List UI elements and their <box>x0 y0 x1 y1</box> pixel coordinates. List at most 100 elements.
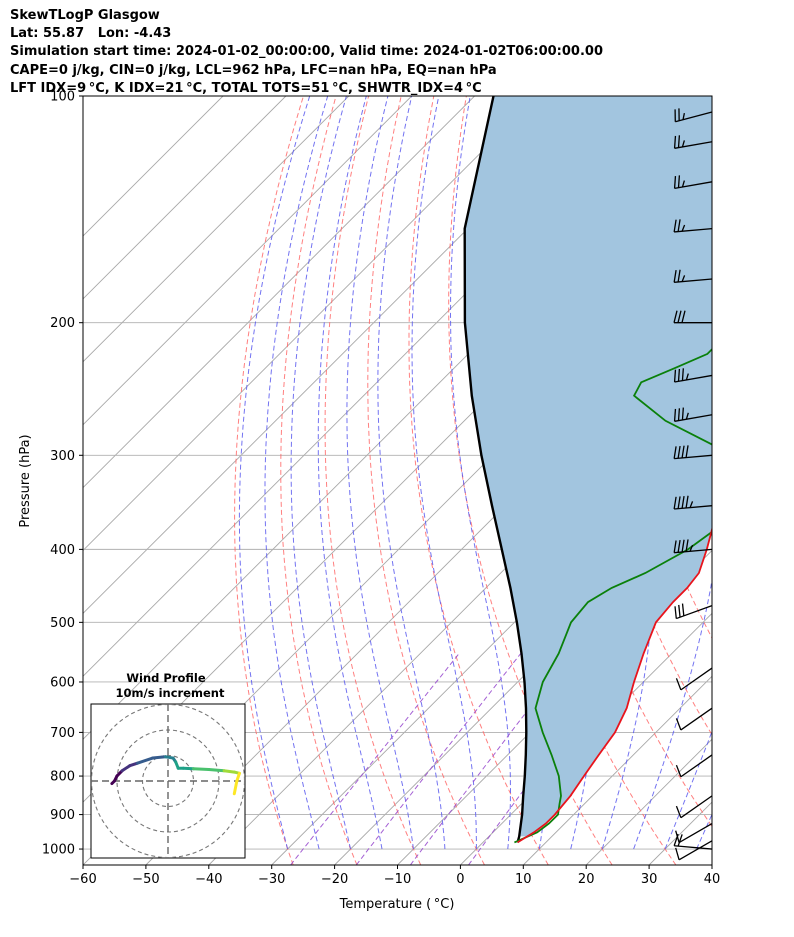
x-tick-label: 20 <box>578 872 595 887</box>
x-axis-label: Temperature ( °C) <box>339 897 455 912</box>
y-tick-label: 100 <box>50 90 75 105</box>
dry-adiabat <box>408 96 549 865</box>
wind-barb <box>673 310 712 324</box>
moist-adiabat <box>238 96 311 850</box>
index-line: LFT IDX=9 °C, K IDX=21 °C, TOTAL TOTS=51… <box>10 80 482 96</box>
wind-barbs <box>673 108 713 861</box>
hodograph-inset: Wind Profile 10m/s increment <box>90 671 246 859</box>
dry-adiabat <box>324 96 422 865</box>
hodograph-segment <box>135 756 155 765</box>
wind-barb <box>675 707 713 731</box>
x-tick-label: −30 <box>258 872 285 887</box>
y-tick-label: 800 <box>50 770 75 785</box>
y-axis-label: Pressure (hPa) <box>18 434 33 527</box>
moist-adiabat <box>346 96 414 850</box>
moist-adiabat <box>633 96 712 850</box>
chart-title: SkewTLogP Glasgow <box>10 8 160 23</box>
dry-adiabat <box>760 96 794 865</box>
wind-barb <box>674 108 713 123</box>
x-tick-label: 30 <box>641 872 658 887</box>
moist-adiabat <box>290 96 352 850</box>
wind-barb <box>673 135 713 149</box>
dry-adiabat <box>727 96 794 865</box>
cape-line: CAPE=0 j/kg, CIN=0 j/kg, LCL=962 hPa, LF… <box>10 62 497 78</box>
wind-barb <box>674 603 713 620</box>
temperature-profile-line <box>517 526 712 844</box>
moist-adiabats <box>238 96 794 850</box>
dry-adiabat <box>234 96 304 865</box>
moist-adiabat <box>411 96 477 849</box>
y-tick-label: 400 <box>50 543 75 558</box>
isotherm-line <box>83 96 350 363</box>
y-tick-label: 700 <box>50 726 75 741</box>
parcel-profile-line <box>463 96 528 843</box>
y-tick-label: 200 <box>50 316 75 331</box>
wind-barb <box>673 368 713 383</box>
isotherm-line <box>83 96 287 300</box>
sounding-profiles <box>463 96 712 844</box>
wind-barb <box>675 667 713 691</box>
moist-adiabat <box>449 96 511 850</box>
hodograph-segment <box>192 767 211 772</box>
moist-adiabat <box>664 730 712 850</box>
hodograph-segment <box>232 779 239 796</box>
isotherm-line <box>83 96 475 489</box>
moist-adiabat <box>377 96 446 850</box>
y-tick-label: 900 <box>50 808 75 823</box>
y-tick-label: 600 <box>50 675 75 690</box>
x-tick-label: 40 <box>704 872 721 887</box>
isotherm-line <box>83 96 224 237</box>
isotherm-line <box>522 675 712 865</box>
hodograph-title: Wind Profile <box>126 671 206 685</box>
hodograph-segment <box>207 768 226 773</box>
y-tick-label: 500 <box>50 616 75 631</box>
hodograph-subtitle: 10m/s increment <box>116 686 225 700</box>
hodograph-segment <box>151 755 167 760</box>
x-tick-label: −20 <box>321 872 348 887</box>
wind-barb <box>673 539 713 554</box>
x-tick-labels: −60 −50 −40 −30 −20 −10 0 10 20 30 40 <box>69 865 720 887</box>
location-line: Lat: 55.87 Lon: -4.43 <box>10 26 172 42</box>
isotherm-line <box>334 486 712 865</box>
wind-barb <box>675 840 713 861</box>
moist-adiabat <box>317 96 383 850</box>
wind-barb <box>675 822 713 844</box>
cin-area <box>464 96 712 837</box>
isotherm-line <box>83 96 538 552</box>
x-tick-label: 10 <box>515 872 532 887</box>
hodograph-plot <box>91 704 245 858</box>
dry-adiabat <box>367 96 485 865</box>
hodograph-segment <box>120 764 132 773</box>
y-tick-label: 1000 <box>42 843 75 858</box>
y-tick-labels: 100 200 300 400 500 600 700 800 900 1000 <box>42 90 83 858</box>
wind-barb <box>673 495 713 510</box>
wind-barb <box>675 795 713 819</box>
moist-adiabat <box>264 96 329 850</box>
wind-barb <box>673 445 713 460</box>
isotherm-line <box>711 864 712 865</box>
x-tick-label: −50 <box>132 872 159 887</box>
cin-shading <box>464 96 712 837</box>
dewpoint-profile-line <box>514 347 712 844</box>
mixing-ratio-line <box>355 653 522 865</box>
mixing-ratio-line <box>290 653 460 865</box>
chart-header: SkewTLogP Glasgow Lat: 55.87 Lon: -4.43 … <box>10 7 603 98</box>
y-tick-label: 300 <box>50 449 75 464</box>
x-tick-label: −40 <box>195 872 222 887</box>
wind-barb <box>673 407 713 422</box>
isotherm-line <box>83 96 413 426</box>
mixing-ratio-line <box>409 653 572 865</box>
wind-barb <box>673 269 713 283</box>
time-line: Simulation start time: 2024-01-02_00:00:… <box>10 44 603 60</box>
x-tick-label: −10 <box>384 872 411 887</box>
x-tick-label: −60 <box>69 872 96 887</box>
wind-barb <box>673 175 713 190</box>
wind-barb <box>673 219 713 233</box>
wind-barb <box>675 754 713 778</box>
moist-adiabat <box>728 96 794 849</box>
dry-adiabat <box>280 96 358 865</box>
x-tick-label: 0 <box>456 872 464 887</box>
hodograph-segment <box>222 769 236 774</box>
hodograph-segment <box>181 766 195 771</box>
